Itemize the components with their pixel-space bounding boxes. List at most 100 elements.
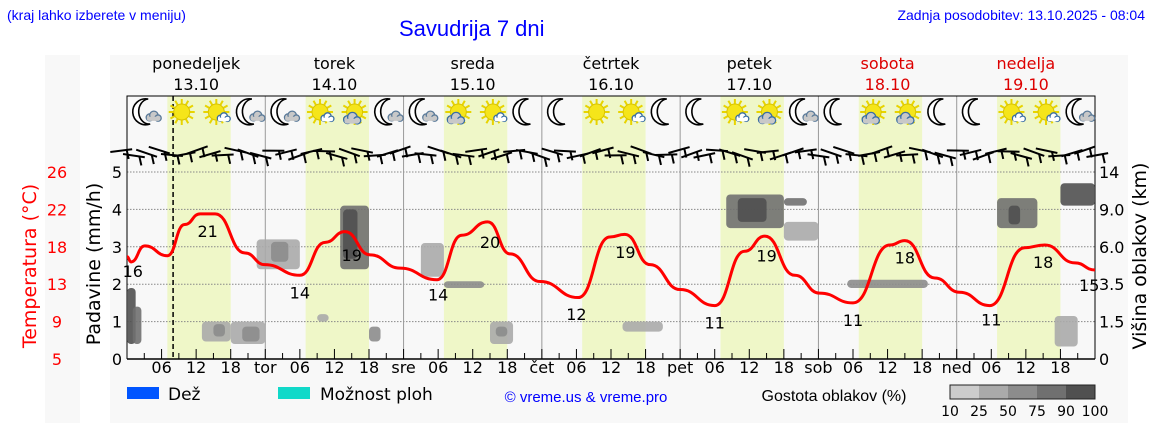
wind-barb [921, 148, 944, 159]
temp-axis-title: Temperatura (°C) [19, 184, 41, 349]
wind-barb [592, 146, 614, 155]
day-abbr-label: pet [667, 358, 693, 377]
moon-cloud-icon [235, 97, 266, 126]
wind-barb [478, 148, 500, 158]
cloud-height-tick-label: 0 [1099, 350, 1109, 369]
wind-barb-tick [480, 149, 485, 159]
temp-tick-label: 22 [47, 200, 67, 219]
sun-ray [188, 115, 194, 120]
sun-disc [173, 103, 191, 121]
sun-ray [865, 100, 871, 106]
sun-ray [326, 104, 332, 109]
temperature-label: 11 [843, 311, 863, 330]
sun-ray [879, 115, 885, 120]
chart-title: Savudrija 7 dni [399, 16, 545, 41]
moon-icon [546, 97, 566, 126]
wind-barb-tick [227, 154, 232, 165]
hour-tick-label: 06 [290, 358, 310, 377]
wind-barb [807, 153, 830, 159]
wind-barb [1086, 152, 1109, 158]
sun-icon [583, 99, 610, 125]
copyright-link[interactable]: © vreme.us & vreme.pro [505, 389, 668, 406]
cloud-base [344, 118, 360, 124]
sun-ray [1017, 104, 1024, 109]
day-abbr-label: sre [391, 358, 415, 377]
sun-ray [599, 118, 604, 124]
cloud-density-cell [369, 326, 381, 342]
sun-ray [184, 100, 190, 106]
moon-icon [685, 97, 704, 126]
sun-ray [999, 115, 1006, 120]
wind-barb [135, 148, 158, 158]
wind-barb [883, 150, 906, 159]
sun-ray [208, 100, 214, 106]
sun-ray [589, 118, 594, 124]
cloud-base [321, 117, 334, 122]
sun-ray [1049, 100, 1054, 106]
cloud-density-swatch [1066, 385, 1095, 399]
sun-icon [998, 99, 1025, 125]
sun-cloud-small-icon [721, 99, 750, 125]
wind-barb [553, 149, 576, 153]
rain-legend-label: Dež [168, 385, 201, 405]
wind-barb [655, 153, 678, 156]
wind-barb-tick [328, 151, 333, 161]
wind-barb-tick [505, 153, 510, 164]
wind-barb-tick [708, 154, 713, 164]
sun-ray [323, 100, 328, 106]
temperature-label: 19 [342, 246, 362, 265]
moon-icon [927, 97, 946, 126]
sun-ray [584, 104, 591, 109]
hour-tick-label: 12 [877, 358, 897, 377]
sun-ray [169, 115, 176, 120]
wind-barb-tick [911, 154, 916, 164]
wind-barb [642, 151, 665, 159]
wind-barb [1023, 147, 1045, 157]
cloud-density-cell [242, 326, 260, 342]
sun-icon [168, 99, 195, 125]
day-name: torek [314, 54, 356, 73]
sun-ray [485, 100, 490, 106]
wind-barb [579, 147, 601, 158]
cloud-density-swatch [979, 385, 1008, 399]
wind-barb [693, 152, 716, 159]
wind-barb [984, 147, 1007, 155]
cloud-icon [1046, 112, 1061, 123]
temperature-label: 11 [981, 311, 1001, 330]
sun-ray [910, 100, 916, 106]
sun-ray [727, 118, 732, 124]
cloud-height-tick-label: 14 [1099, 163, 1119, 182]
temperature-label: 20 [480, 233, 500, 252]
sun-ray [357, 100, 362, 106]
showers-legend-swatch [278, 387, 310, 399]
sun-ray [1004, 100, 1009, 106]
moon-icon [1065, 97, 1084, 126]
sun-ray [876, 100, 881, 106]
sun-ray [603, 115, 609, 120]
wind-barb-tick [252, 154, 257, 165]
precip-tick-label: 5 [112, 163, 122, 182]
sun-ray [342, 104, 349, 109]
sun-ray [446, 104, 452, 109]
cloud-icon [735, 112, 750, 123]
cloud-density-cell [495, 326, 508, 337]
precip-tick-label: 0 [112, 350, 122, 369]
wind-barb [338, 147, 361, 158]
moon-icon [927, 97, 946, 126]
moon-cloud-icon [1065, 97, 1096, 126]
day-abbr-label: sob [804, 358, 832, 377]
wind-barb-tick [962, 150, 967, 160]
sun-ray [450, 100, 456, 106]
wind-barb-tick [1063, 155, 1068, 165]
precip-tick-label: 4 [112, 200, 122, 219]
temperature-label: 12 [566, 305, 586, 324]
cloud-density-cell [737, 198, 767, 222]
cloud-base [494, 117, 506, 122]
wind-barb-tick [467, 155, 472, 166]
temperature-label: 14 [428, 286, 448, 305]
temperature-label: 16 [123, 262, 143, 281]
hour-tick-label: 18 [912, 358, 932, 377]
cloud-density-cell [317, 314, 329, 322]
cloud-density-cell [1054, 315, 1078, 347]
day-abbr-label: ned [942, 358, 972, 377]
